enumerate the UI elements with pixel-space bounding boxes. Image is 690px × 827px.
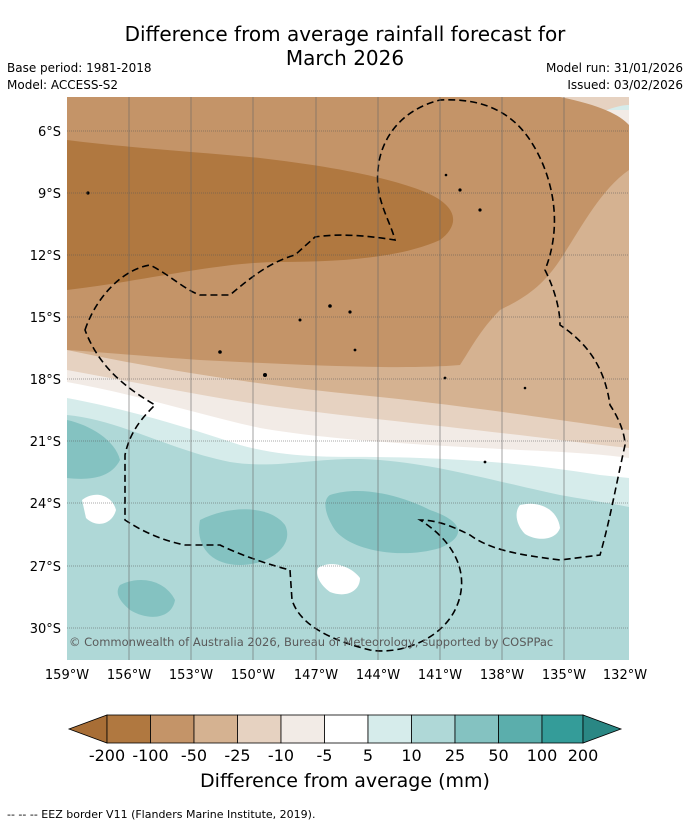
colorbar-tick: -25 xyxy=(224,746,251,765)
colorbar xyxy=(67,714,623,744)
lon-label: 141°W xyxy=(418,668,462,683)
lon-axis-labels: 159°W 156°W 153°W 150°W 147°W 144°W 141°… xyxy=(45,668,647,683)
issued-date: Issued: 03/02/2026 xyxy=(567,78,683,92)
island xyxy=(218,350,222,354)
map-fill-layers xyxy=(67,97,629,660)
colorbar-extend-high xyxy=(582,714,623,744)
island xyxy=(348,310,352,314)
island xyxy=(444,173,448,177)
colorbar-bin xyxy=(193,714,238,744)
colorbar-tick: -100 xyxy=(132,746,169,765)
title-line-1: Difference from average rainfall forecas… xyxy=(124,22,566,46)
island xyxy=(328,304,332,308)
colorbar-tick: -10 xyxy=(267,746,295,765)
lon-label: 135°W xyxy=(542,668,586,683)
lat-label: 15°S xyxy=(30,311,61,326)
colorbar-tick: 25 xyxy=(444,746,466,765)
colorbar-bin xyxy=(280,714,325,744)
island xyxy=(353,348,357,352)
lat-label: 18°S xyxy=(30,373,61,388)
model-name: Model: ACCESS-S2 xyxy=(7,78,119,92)
island xyxy=(263,373,267,377)
colorbar-tick: -50 xyxy=(180,746,208,765)
colorbar-tick: 5 xyxy=(362,746,374,765)
island xyxy=(458,188,462,192)
lat-label: 6°S xyxy=(38,125,61,140)
model-run: Model run: 31/01/2026 xyxy=(545,61,683,75)
wet-patch-west xyxy=(67,420,120,479)
colorbar-bin xyxy=(541,714,584,744)
island xyxy=(298,318,302,322)
lon-label: 159°W xyxy=(45,668,89,683)
colorbar-bin xyxy=(237,714,282,744)
lon-label: 144°W xyxy=(356,668,400,683)
eez-footnote: -- -- -- EEZ border V11 (Flanders Marine… xyxy=(7,808,316,821)
island xyxy=(523,386,527,390)
dry-patch-southeast xyxy=(516,503,560,539)
base-period: Base period: 1981-2018 xyxy=(7,61,152,75)
colorbar-bin xyxy=(324,714,369,744)
dry-patch-south-1 xyxy=(82,494,116,524)
wet-patch-southwest xyxy=(117,580,175,617)
colorbar-bin xyxy=(498,714,543,744)
wet-patch-central xyxy=(199,509,288,565)
rainfall-map: 6°S 9°S 12°S 15°S 18°S 21°S 24°S 27°S 30… xyxy=(30,97,647,744)
colorbar-tick: 50 xyxy=(488,746,509,765)
lat-label: 30°S xyxy=(30,622,61,637)
lat-label: 27°S xyxy=(30,560,61,575)
colorbar-tick: 200 xyxy=(567,746,599,765)
island xyxy=(478,208,482,212)
lon-label: 150°W xyxy=(231,668,275,683)
lat-label: 21°S xyxy=(30,435,61,450)
colorbar-tick: -5 xyxy=(316,746,333,765)
gridlines xyxy=(67,130,629,629)
colorbar-bin xyxy=(150,714,195,744)
colorbar-bin xyxy=(367,714,412,744)
lon-label: 153°W xyxy=(169,668,213,683)
lon-label: 147°W xyxy=(294,668,338,683)
colorbar-bin xyxy=(454,714,499,744)
dry-patch-south-2 xyxy=(317,564,360,595)
lon-label: 138°W xyxy=(480,668,524,683)
island xyxy=(483,460,487,464)
lat-label: 24°S xyxy=(30,497,61,512)
colorbar-tick: 100 xyxy=(526,746,558,765)
lon-label: 156°W xyxy=(107,668,151,683)
band-dry-100-200 xyxy=(67,140,454,290)
meta-left: Base period: 1981-2018 Model: ACCESS-S2 xyxy=(7,60,152,94)
meridians xyxy=(128,97,565,660)
colorbar-bin xyxy=(106,714,151,744)
colorbar-bin xyxy=(411,714,456,744)
colorbar-title: Difference from average (mm) xyxy=(200,770,490,792)
colorbar-tick: -200 xyxy=(88,746,126,765)
title-line-2: March 2026 xyxy=(285,46,405,70)
lat-axis-labels: 6°S 9°S 12°S 15°S 18°S 21°S 24°S 27°S 30… xyxy=(30,125,61,637)
colorbar-tick: 10 xyxy=(401,746,422,765)
colorbar-extend-low xyxy=(67,714,108,744)
meta-right: Model run: 31/01/2026 Issued: 03/02/2026 xyxy=(546,60,683,94)
eez-boundary xyxy=(84,99,626,652)
wet-patch-east xyxy=(325,490,459,554)
copyright-notice: © Commonwealth of Australia 2026, Bureau… xyxy=(69,635,553,649)
lat-label: 12°S xyxy=(30,249,61,264)
lon-label: 132°W xyxy=(603,668,647,683)
map-title: Difference from average rainfall forecas… xyxy=(0,22,690,70)
lat-label: 9°S xyxy=(38,187,61,202)
